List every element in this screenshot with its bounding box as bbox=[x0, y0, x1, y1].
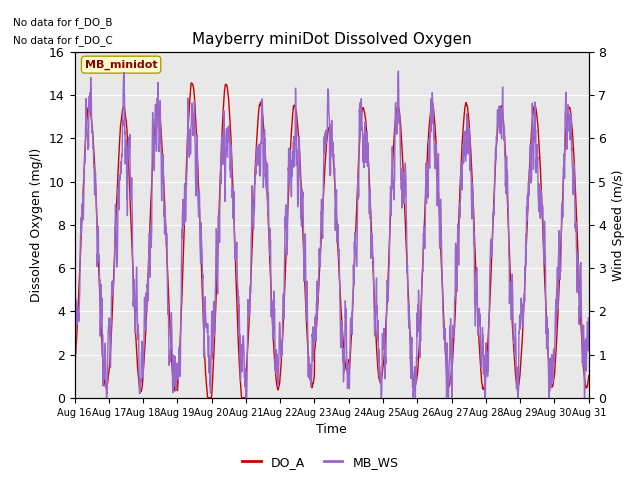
Legend: DO_A, MB_WS: DO_A, MB_WS bbox=[237, 451, 403, 474]
MB_WS bbox=[395, 68, 403, 74]
Line: MB_WS: MB_WS bbox=[74, 71, 589, 398]
Text: No data for f_DO_C: No data for f_DO_C bbox=[13, 35, 113, 46]
DO_A bbox=[554, 310, 562, 316]
Text: MB_minidot: MB_minidot bbox=[85, 60, 157, 70]
Title: Mayberry miniDot Dissolved Oxygen: Mayberry miniDot Dissolved Oxygen bbox=[192, 32, 472, 47]
Line: DO_A: DO_A bbox=[74, 83, 589, 398]
DO_A bbox=[358, 110, 365, 116]
DO_A bbox=[540, 250, 548, 256]
Text: No data for f_DO_B: No data for f_DO_B bbox=[13, 17, 112, 28]
DO_A bbox=[481, 379, 489, 384]
Y-axis label: Dissolved Oxygen (mg/l): Dissolved Oxygen (mg/l) bbox=[30, 148, 44, 302]
DO_A bbox=[585, 373, 593, 379]
MB_WS bbox=[481, 395, 489, 401]
MB_WS bbox=[346, 329, 354, 335]
MB_WS bbox=[102, 395, 110, 401]
MB_WS bbox=[585, 319, 593, 325]
X-axis label: Time: Time bbox=[316, 423, 347, 436]
MB_WS bbox=[554, 286, 562, 291]
DO_A bbox=[347, 348, 355, 354]
MB_WS bbox=[540, 251, 548, 257]
MB_WS bbox=[358, 107, 365, 113]
MB_WS bbox=[214, 250, 222, 256]
Y-axis label: Wind Speed (m/s): Wind Speed (m/s) bbox=[612, 169, 625, 281]
MB_WS bbox=[70, 344, 78, 349]
DO_A bbox=[214, 227, 222, 233]
DO_A bbox=[204, 395, 211, 401]
DO_A bbox=[70, 365, 78, 371]
DO_A bbox=[188, 80, 195, 86]
